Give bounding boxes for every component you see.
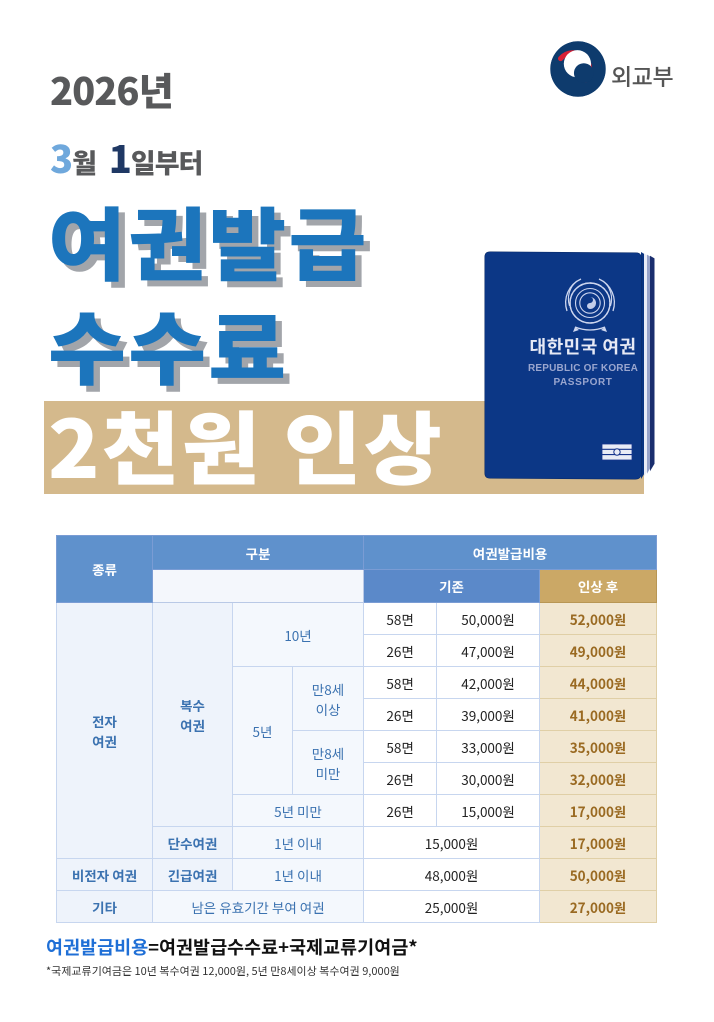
svg-text:PASSPORT: PASSPORT	[553, 377, 612, 388]
svg-text:REPUBLIC OF KOREA: REPUBLIC OF KOREA	[528, 363, 638, 374]
svg-text:대한민국 여권: 대한민국 여권	[530, 333, 637, 359]
